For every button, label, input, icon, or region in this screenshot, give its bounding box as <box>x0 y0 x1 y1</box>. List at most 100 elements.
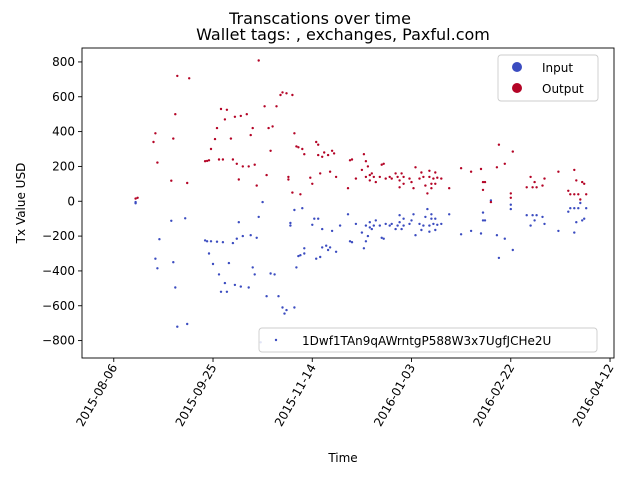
output-point <box>287 178 290 181</box>
output-point <box>229 137 233 140</box>
output-point <box>400 172 403 175</box>
output-point <box>350 158 354 161</box>
input-point <box>338 224 342 227</box>
output-point <box>174 113 177 116</box>
input-point <box>384 222 387 226</box>
output-point <box>573 168 576 172</box>
input-point <box>509 207 512 211</box>
input-point <box>430 217 433 220</box>
input-point <box>422 224 425 227</box>
input-point <box>219 290 223 293</box>
input-point <box>301 207 304 210</box>
output-point <box>511 150 514 153</box>
output-point <box>543 177 546 180</box>
input-point <box>321 246 324 249</box>
output-point <box>205 159 209 163</box>
input-point <box>299 254 302 257</box>
output-point <box>293 132 296 135</box>
output-point <box>529 175 532 179</box>
input-point <box>134 202 137 205</box>
output-point <box>235 162 238 165</box>
output-point <box>396 175 399 179</box>
y-axis: −800 −600 −400 −200 0 200 400 600 800 <box>42 55 82 348</box>
output-point <box>156 161 159 164</box>
input-point <box>368 226 371 229</box>
legend-bottom-right: 1Dwf1TAn9qAWrntgP588W3x7UgfJCHe2U <box>258 327 598 353</box>
input-point <box>368 221 371 224</box>
legend-box-wallet <box>258 327 598 353</box>
output-point <box>426 192 429 195</box>
input-point <box>235 237 238 240</box>
output-point <box>269 149 272 152</box>
output-point <box>573 193 576 196</box>
input-point <box>533 219 536 222</box>
output-point <box>251 126 254 130</box>
chart-title: Transcations over time <box>228 9 411 28</box>
input-point <box>414 234 417 237</box>
output-point <box>275 105 278 108</box>
output-point <box>247 165 250 168</box>
output-point <box>326 153 330 157</box>
y-tick-label: 200 <box>52 159 75 173</box>
output-point <box>380 163 383 166</box>
output-point <box>585 193 588 196</box>
input-point <box>319 255 322 259</box>
input-point <box>543 222 546 226</box>
input-point <box>207 252 211 255</box>
input-point <box>303 252 306 255</box>
output-point <box>575 179 578 182</box>
x-axis: 2015-08-06 2015-09-25 2015-11-14 2016-01-03… <box>73 358 617 429</box>
input-point <box>293 208 296 212</box>
output-point <box>374 180 377 184</box>
output-point <box>402 175 405 179</box>
output-point <box>509 192 512 195</box>
output-point <box>319 172 322 175</box>
output-point <box>541 184 544 187</box>
output-point <box>430 182 433 185</box>
input-point <box>585 207 588 210</box>
output-point <box>172 137 175 140</box>
output-point <box>366 165 370 168</box>
output-point <box>253 163 256 166</box>
input-point <box>420 228 423 232</box>
input-point <box>346 213 350 216</box>
output-point <box>469 170 473 173</box>
input-point <box>217 273 221 276</box>
input-point <box>176 325 179 328</box>
input-point <box>434 228 437 232</box>
y-tick-label: −200 <box>42 229 75 243</box>
input-point <box>577 207 580 210</box>
output-point <box>410 180 413 184</box>
output-point <box>569 193 572 196</box>
input-point <box>277 295 280 298</box>
input-point <box>174 286 177 289</box>
output-point <box>436 176 439 179</box>
output-point <box>281 91 284 94</box>
output-point <box>241 165 244 168</box>
output-point <box>448 187 451 190</box>
output-point <box>207 159 211 162</box>
output-point <box>533 180 536 184</box>
output-point <box>219 107 223 111</box>
input-point <box>459 233 463 236</box>
input-point <box>231 241 235 245</box>
input-point <box>203 239 207 242</box>
input-point <box>366 234 370 238</box>
output-point <box>309 176 312 179</box>
input-point <box>573 231 576 234</box>
input-point <box>354 222 358 226</box>
input-point <box>360 231 364 234</box>
output-point <box>388 175 391 179</box>
input-point <box>430 213 433 216</box>
y-tick-label: −800 <box>42 334 75 348</box>
input-point <box>249 234 252 237</box>
output-point <box>503 162 506 165</box>
input-point <box>265 295 268 298</box>
input-point <box>396 224 399 227</box>
input-point <box>253 273 256 276</box>
output-point <box>255 184 258 187</box>
output-point <box>420 171 423 174</box>
input-point <box>273 273 276 276</box>
output-point <box>332 152 336 155</box>
